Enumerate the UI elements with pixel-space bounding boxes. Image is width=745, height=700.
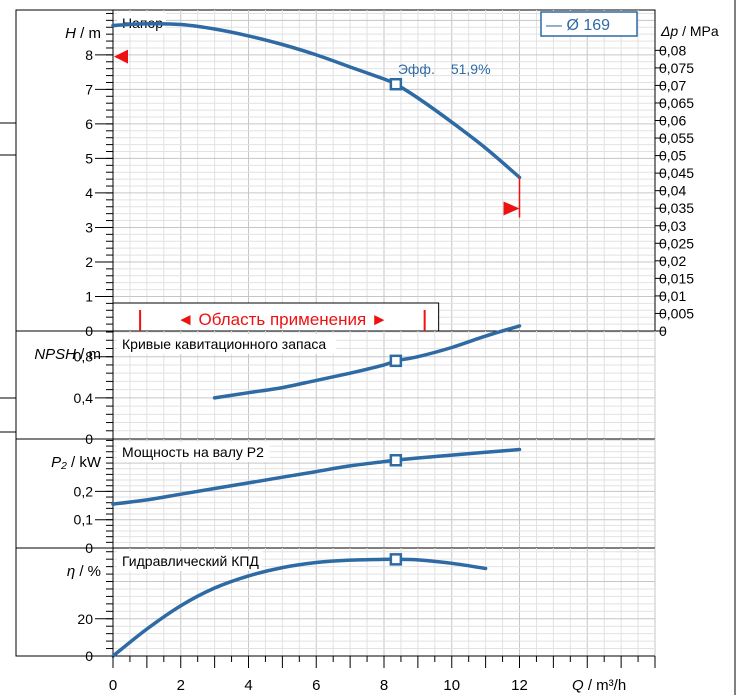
y-axis-unit: / kW (67, 454, 102, 471)
panel-title-bg (117, 551, 263, 571)
dp-tick-label: 0,06 (659, 113, 686, 129)
dp-tick-label: 0,005 (659, 305, 694, 321)
dp-tick-label: 0,015 (659, 270, 694, 286)
y-tick-label: 0 (85, 431, 93, 447)
panel-title-bg (117, 334, 337, 354)
dp-axis-unit: / MPa (678, 23, 719, 39)
dp-axis-symbol: Δp (660, 23, 678, 39)
y-axis-unit: / m (76, 25, 101, 42)
operating-point-marker (389, 77, 403, 91)
dp-tick-label: 0,035 (659, 200, 694, 216)
y-tick-label: 0,4 (74, 390, 94, 406)
y-tick-label: 3 (85, 219, 93, 235)
dp-tick-label: 0,055 (659, 130, 694, 146)
y-tick-label: 0 (85, 323, 93, 339)
operating-point-marker (389, 354, 403, 368)
legend-box (540, 11, 638, 37)
panel-power: 0 0,1 0,2 P₂ / kW Мощность на валу P2 (16, 439, 656, 556)
y-tick-label: 1 (85, 288, 93, 304)
x-axis: 0 2 4 6 8 10 12 Q / m³/h (109, 656, 656, 694)
y-tick-label: 6 (85, 116, 93, 132)
panel-title: Гидравлический КПД (122, 553, 259, 569)
dp-tick-label: 0,04 (659, 183, 686, 199)
x-axis-symbol: Q (572, 677, 584, 694)
curve-head (111, 21, 522, 180)
x-tick-label: 12 (511, 677, 528, 694)
operating-point-marker (389, 453, 403, 467)
y-tick-label: 5 (85, 150, 93, 166)
dp-tick-label: 0,03 (659, 218, 686, 234)
x-tick-label: 4 (244, 677, 252, 694)
dp-tick-label: 0,05 (659, 148, 686, 164)
shutoff-head-marker (114, 49, 128, 64)
dp-tick-label: 0,075 (659, 60, 694, 76)
y-tick-label: 0 (85, 648, 93, 664)
dp-tick-label: 0,065 (659, 95, 694, 111)
x-tick-label: 6 (312, 677, 320, 694)
panel-title-bg (117, 442, 270, 462)
y-axis-label: H / m (65, 25, 101, 42)
dp-tick-label: 0,07 (659, 77, 686, 93)
legend: — Ø 169 (540, 11, 638, 37)
range-box (112, 302, 440, 332)
dp-tick-label: 0,025 (659, 235, 694, 251)
legend-label: — Ø 169 (546, 17, 610, 34)
y-axis-label: NPSH / m (34, 346, 101, 363)
y-axis-symbol: η (67, 563, 75, 580)
dp-tick-label: 0,08 (659, 42, 686, 58)
dp-tick-label: 0,045 (659, 165, 694, 181)
y-axis-unit: / % (75, 563, 101, 580)
y-tick-label: 8 (85, 47, 93, 63)
y-axis-label: η / % (67, 563, 101, 580)
panel-title: Мощность на валу P2 (122, 444, 264, 460)
x-axis-label: Q / m³/h (572, 677, 626, 694)
curve-eff (111, 557, 488, 658)
y-tick-label: 20 (77, 611, 93, 627)
x-tick-label: 10 (443, 677, 460, 694)
curve-npsh (212, 324, 522, 400)
y-tick-label: 2 (85, 254, 93, 270)
curve-power (111, 447, 522, 506)
dp-tick-label: 0 (659, 323, 667, 339)
dp-axis-label: Δp / MPa (660, 23, 719, 39)
y-tick-label: 7 (85, 81, 93, 97)
y-tick-label: 4 (85, 185, 93, 201)
y-axis-symbol: P₂ (51, 454, 67, 471)
y-axis-symbol: H (65, 25, 76, 42)
range-label: ◄ Область применения ► (177, 310, 388, 329)
x-tick-label: 8 (380, 677, 388, 694)
operating-point-marker (389, 553, 403, 566)
y-axis-label: P₂ / kW (51, 454, 102, 471)
panel-eff: 0 20 η / % Гидравлический КПД (16, 548, 656, 664)
efficiency-value: 51,9% (451, 61, 491, 77)
y-tick-label: 0,8 (74, 349, 94, 365)
dp-tick-label: 0,02 (659, 253, 686, 269)
x-tick-label: 2 (177, 677, 185, 694)
y-tick-label: 0,2 (74, 483, 94, 499)
panel-title: Кривые кавитационного запаса (122, 336, 326, 352)
efficiency-label: Эфф. (398, 61, 435, 77)
y-tick-label: 0 (85, 540, 93, 556)
dp-tick-label: 0,01 (659, 288, 686, 304)
end-of-curve-marker (503, 201, 520, 216)
y-axis-unit: / m (76, 346, 101, 363)
x-tick-label: 0 (109, 677, 117, 694)
y-axis-symbol: NPSH (34, 346, 76, 363)
x-axis-unit: / m³/h (584, 677, 627, 694)
y-tick-label: 0,1 (74, 512, 94, 528)
